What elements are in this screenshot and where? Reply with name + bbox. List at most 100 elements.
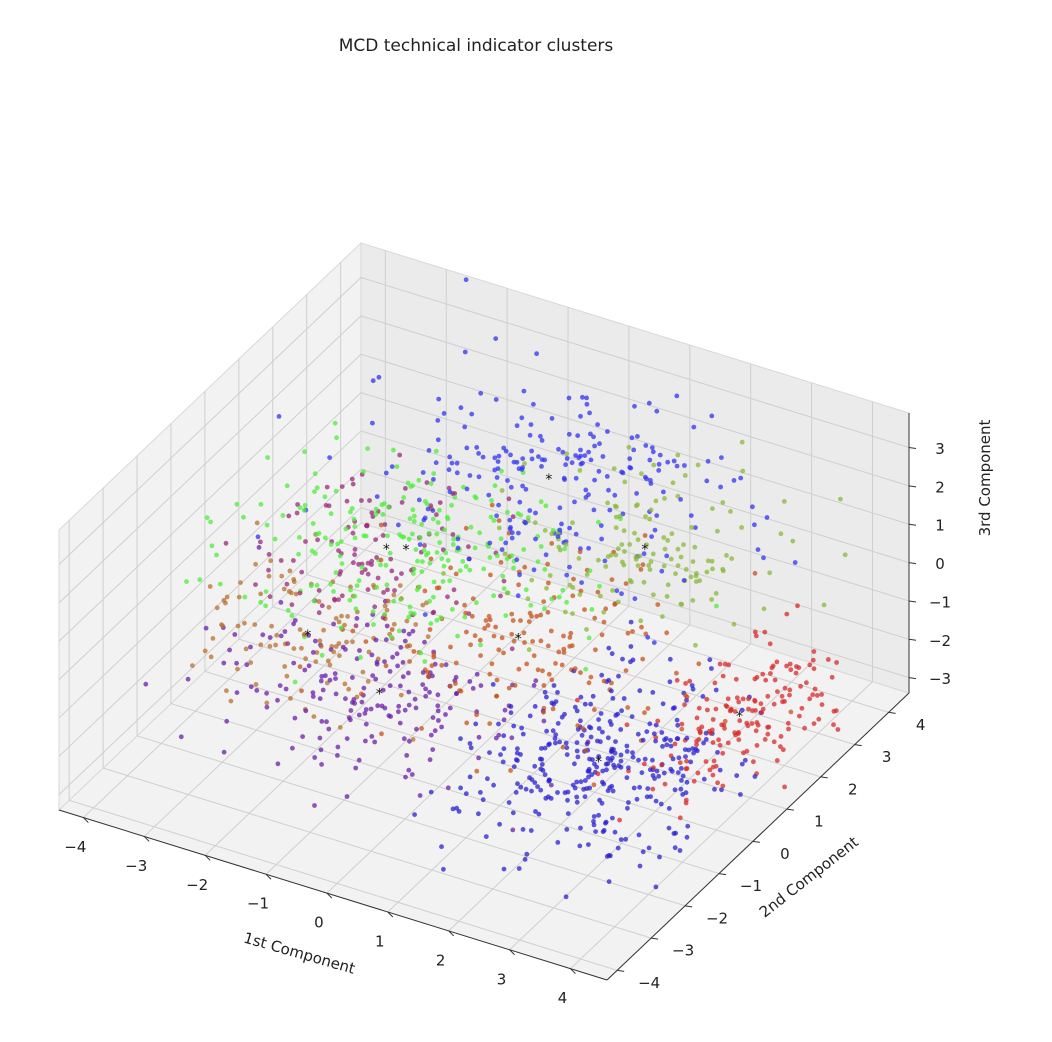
data-point [432,728,438,734]
data-point [779,693,785,699]
data-point [511,723,517,729]
data-point [502,551,508,557]
data-point [503,613,509,618]
data-point [664,553,670,559]
data-point [467,774,473,780]
data-point [686,747,692,753]
data-point [838,496,843,502]
data-point [384,623,390,629]
data-point [570,520,575,526]
data-point [448,644,453,650]
data-point [842,552,848,558]
data-point [584,572,590,577]
data-point [821,602,827,608]
data-point [301,507,307,513]
data-point [679,602,685,607]
data-point [709,666,714,671]
data-point [620,470,626,476]
data-point [485,623,491,628]
data-point [538,787,544,793]
data-point [710,764,716,770]
data-point [704,478,710,484]
data-point [493,735,499,741]
data-point [732,709,738,714]
data-point [242,620,247,626]
data-point [587,568,593,574]
data-point [410,737,416,742]
data-point [272,536,278,542]
data-point [416,477,422,483]
data-point [359,498,364,503]
data-point [736,699,742,705]
data-point [632,403,637,409]
data-point [243,646,249,652]
grid-line-y-floor [306,574,855,746]
data-point [253,682,259,687]
data-point [478,642,483,648]
data-point [697,729,703,734]
data-point [452,494,458,500]
data-point [267,635,273,640]
data-point [575,433,581,438]
data-point [665,459,671,465]
data-point [725,696,731,702]
data-point [526,647,532,653]
data-point [829,674,835,680]
data-point [357,648,362,653]
data-point [578,825,583,831]
data-point [564,456,570,461]
data-point [455,633,460,639]
data-point [724,553,729,558]
data-point [643,514,648,519]
data-point [520,731,526,737]
data-point [588,431,593,437]
z-tick-mark [908,677,917,680]
data-point [613,552,619,558]
data-point [316,531,322,536]
data-point [731,478,737,483]
data-point [427,757,433,763]
data-point [494,677,500,683]
data-point [417,584,422,590]
data-point [242,594,248,600]
data-point [639,770,645,776]
x-tick-label: −4 [64,838,86,856]
data-point [423,552,429,558]
data-point [767,570,773,576]
data-point [285,608,291,613]
data-point [555,790,560,795]
data-point [351,560,356,566]
data-point [715,750,720,755]
data-point [359,564,365,570]
data-point [695,462,701,468]
data-point [444,514,450,520]
data-point [595,738,600,744]
data-point [556,446,561,452]
data-point [713,591,719,596]
data-point [254,688,260,693]
data-point [425,506,431,512]
data-point [420,682,426,687]
data-point [637,553,643,559]
data-point [574,794,580,800]
data-point [363,738,368,744]
data-point [677,848,683,853]
data-point [392,588,397,593]
data-point [535,559,541,565]
data-point [313,659,319,664]
data-point [782,784,787,790]
data-point [619,542,625,547]
data-point [333,488,339,494]
data-point [641,579,647,585]
data-point [637,688,643,694]
data-point [772,677,778,683]
data-point [557,527,563,533]
data-point [396,522,401,528]
data-point [586,492,591,498]
data-point [463,525,469,531]
data-point [668,766,674,772]
data-point [473,495,479,501]
data-point [423,686,428,692]
data-point [453,571,459,577]
data-point [740,696,746,702]
